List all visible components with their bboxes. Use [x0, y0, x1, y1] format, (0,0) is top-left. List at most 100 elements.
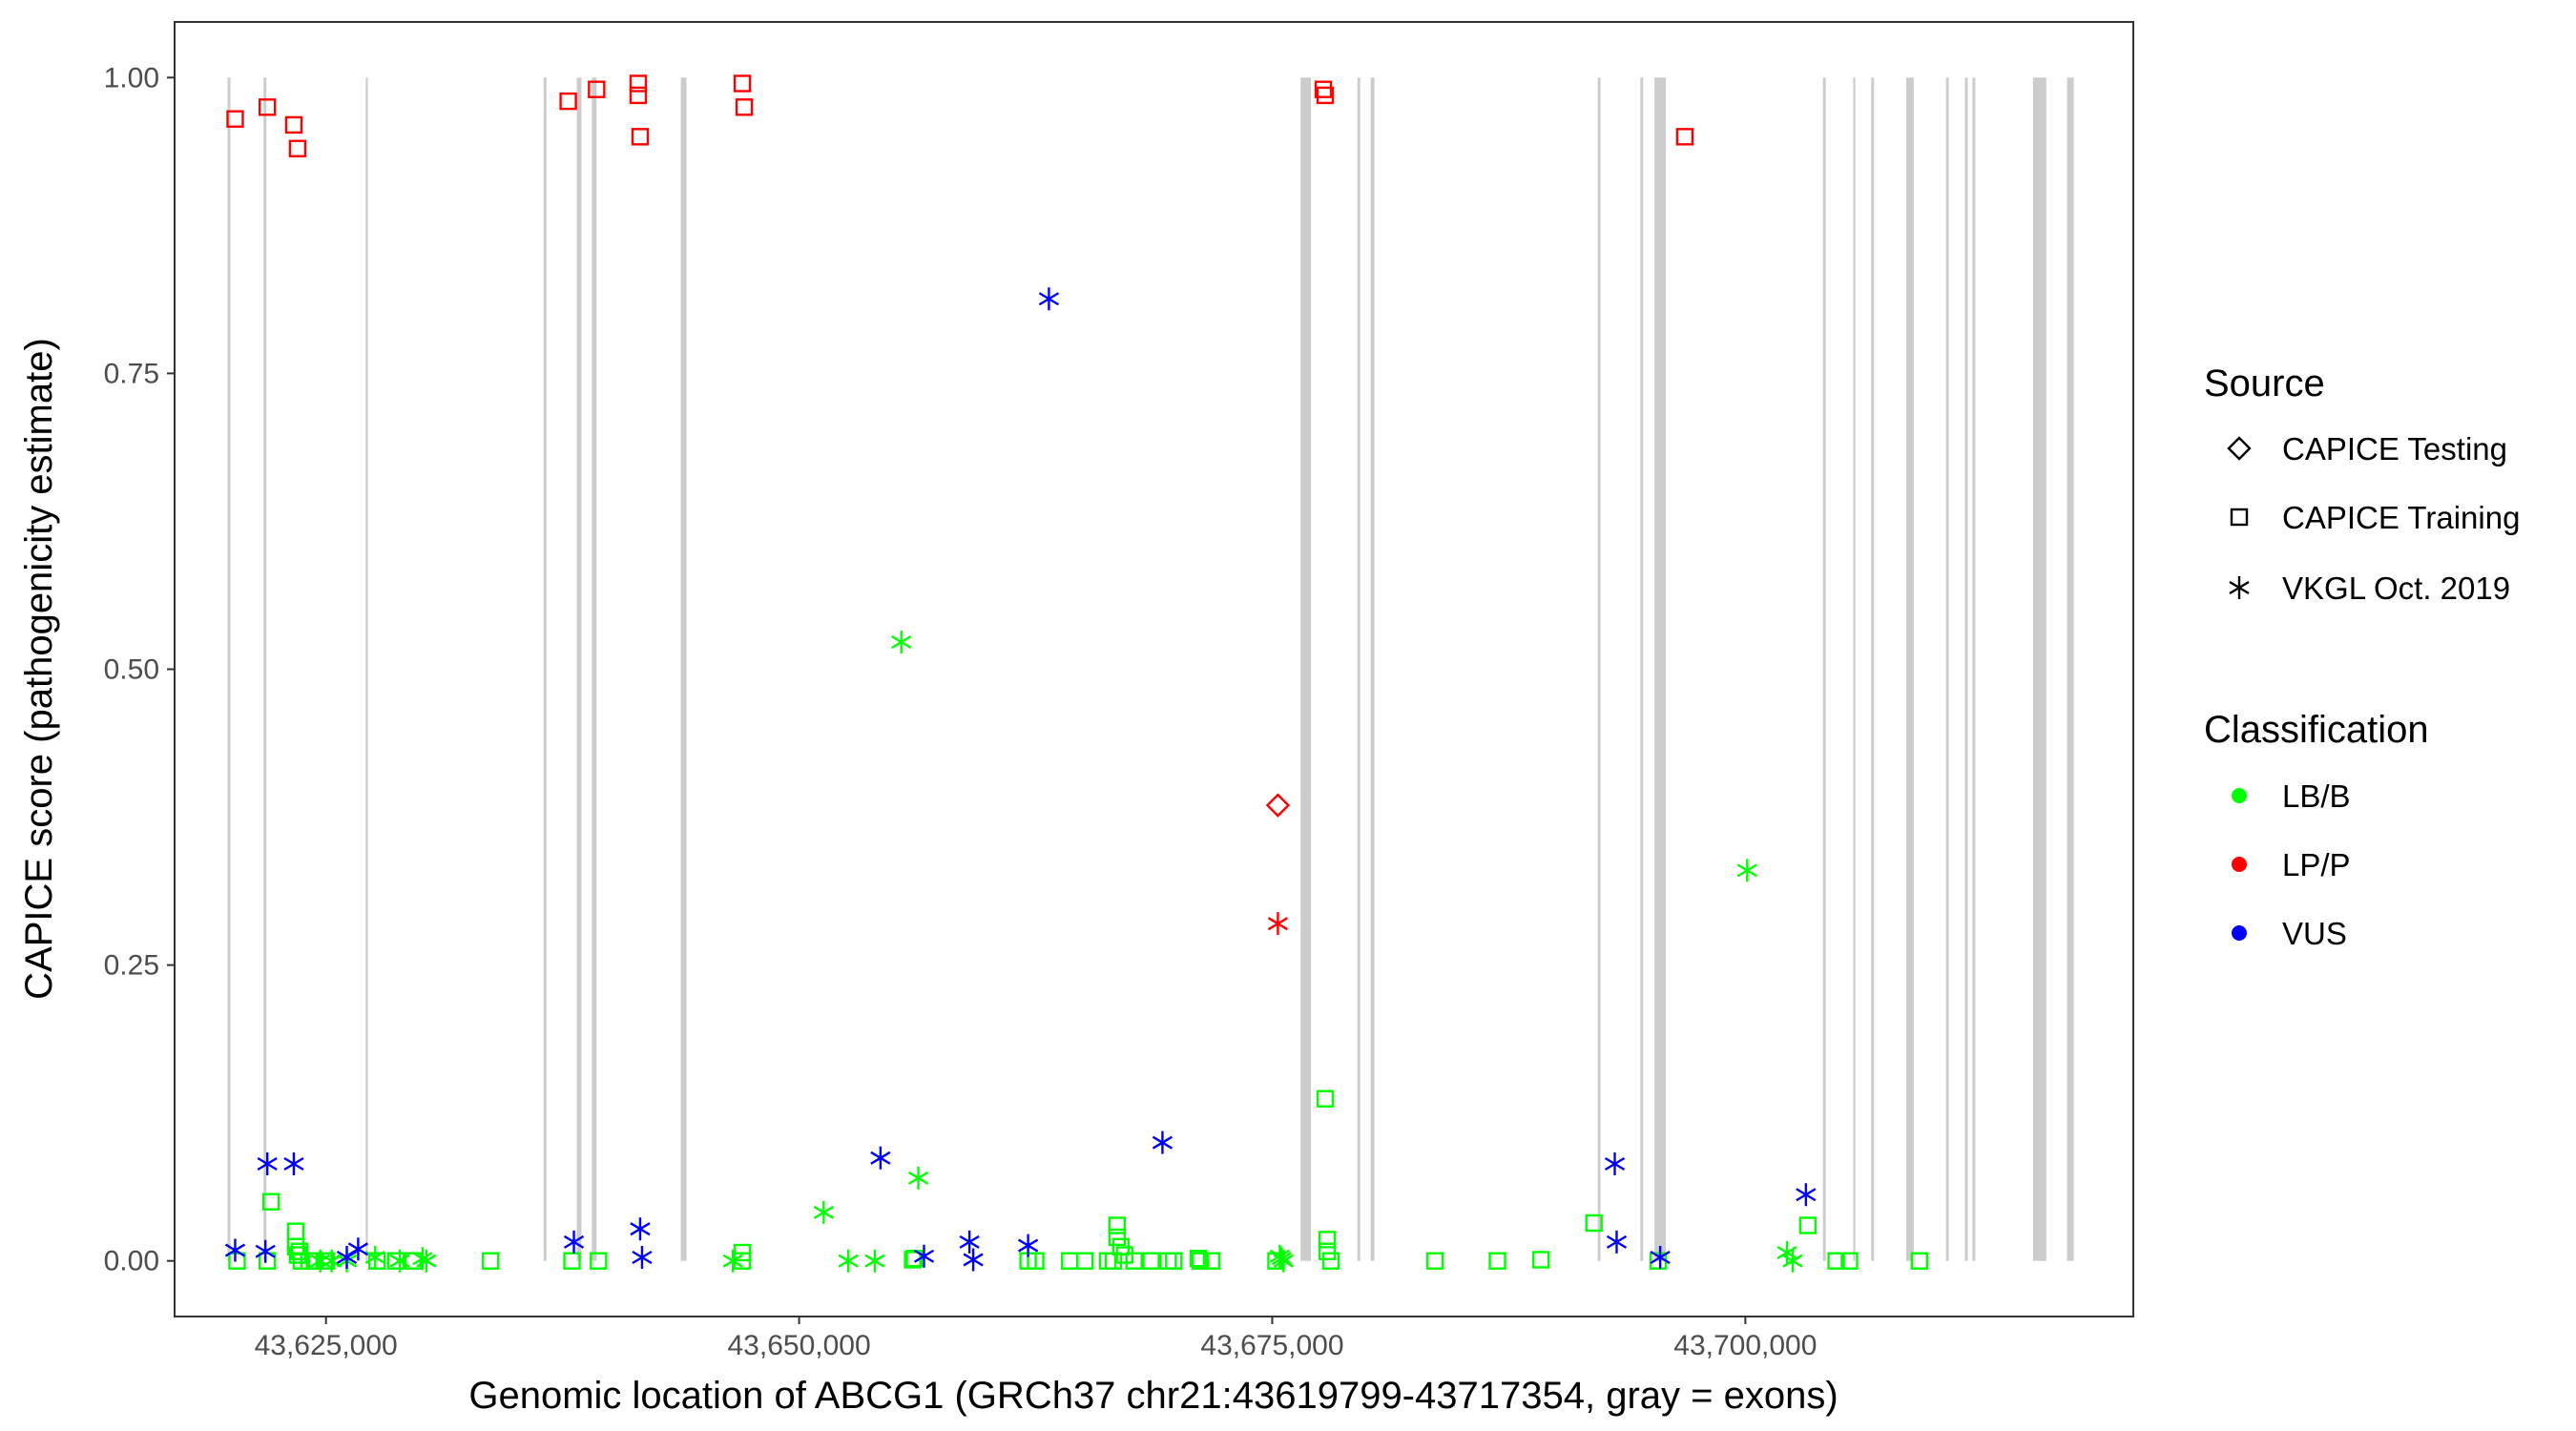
- legend-class-title: Classification: [2204, 709, 2429, 751]
- exon-band: [1597, 77, 1601, 1261]
- y-axis: 0.00 0.25 0.50 0.75 1.00: [104, 62, 175, 1277]
- legend-item-lpp: LP/P: [2232, 847, 2351, 882]
- training-point: [629, 86, 648, 105]
- x-tick-label: 43,675,000: [1200, 1330, 1343, 1361]
- x-axis-title: Genomic location of ABCG1 (GRCh37 chr21:…: [468, 1375, 1838, 1417]
- vkgl-point: [1782, 1249, 1803, 1273]
- legend-item-capice-training: CAPICE Training: [2230, 500, 2520, 535]
- training-point: [1314, 80, 1333, 98]
- training-point: [226, 110, 244, 128]
- exon-band: [1822, 77, 1826, 1261]
- training-point: [1316, 1089, 1335, 1108]
- y-tick-label: 1.00: [104, 62, 159, 93]
- vkgl-point: [722, 1249, 743, 1273]
- training-point: [1585, 1213, 1603, 1233]
- legend-label-capice-training: CAPICE Training: [2282, 500, 2520, 535]
- training-point: [1108, 1228, 1127, 1247]
- exon-band: [1972, 77, 1976, 1261]
- vkgl-point: [838, 1249, 859, 1273]
- training-point: [631, 128, 650, 146]
- vkgl-point: [813, 1200, 834, 1224]
- exon-band: [2032, 77, 2046, 1261]
- vkgl-point: [870, 1146, 891, 1170]
- exon-band: [227, 77, 231, 1261]
- training-point: [1798, 1216, 1818, 1234]
- asterisk-icon: [2229, 576, 2250, 599]
- training-point: [482, 1252, 500, 1270]
- training-point: [629, 74, 648, 93]
- vkgl-point: [632, 1245, 653, 1269]
- data-points: [224, 74, 1929, 1273]
- training-point: [1165, 1252, 1183, 1270]
- training-point: [563, 1252, 581, 1270]
- exon-band: [576, 77, 582, 1261]
- x-tick-label: 43,650,000: [728, 1330, 871, 1361]
- training-point: [588, 80, 606, 98]
- x-axis: 43,625,000 43,650,000 43,675,000 43,700,000: [255, 1317, 1817, 1361]
- vkgl-point: [913, 1244, 935, 1268]
- training-point: [1488, 1252, 1506, 1270]
- vkgl-point: [1650, 1245, 1671, 1269]
- panel-background: [175, 22, 2133, 1317]
- vkgl-point: [389, 1249, 410, 1273]
- exon-band: [1300, 77, 1312, 1261]
- legend: Source CAPICE Testing CAPICE Training VK…: [2204, 363, 2520, 951]
- legend-source-title: Source: [2204, 363, 2325, 404]
- training-point: [1027, 1252, 1045, 1270]
- blue-dot-icon: [2232, 925, 2247, 941]
- training-point: [1910, 1252, 1929, 1270]
- vkgl-point: [283, 1151, 304, 1175]
- exon-band: [543, 77, 547, 1261]
- training-point: [1202, 1252, 1221, 1270]
- training-point: [559, 92, 577, 111]
- vkgl-point: [1604, 1151, 1626, 1175]
- training-point: [1318, 1242, 1337, 1260]
- vkgl-point: [1017, 1234, 1039, 1257]
- training-point: [590, 1252, 608, 1270]
- legend-item-vus: VUS: [2232, 916, 2347, 951]
- vkgl-point: [959, 1230, 980, 1254]
- exon-band: [1853, 77, 1856, 1261]
- training-point: [1191, 1252, 1210, 1270]
- exon-band: [1905, 77, 1914, 1261]
- vkgl-point: [224, 1238, 246, 1262]
- vkgl-point: [563, 1230, 585, 1254]
- training-point: [288, 139, 307, 157]
- training-point: [1318, 1231, 1337, 1249]
- testing-point: [1265, 793, 1291, 818]
- vkgl-point: [907, 1166, 929, 1190]
- exon-band: [1945, 77, 1949, 1261]
- exon-band: [2067, 77, 2074, 1261]
- y-tick-label: 0.25: [104, 950, 159, 982]
- legend-item-vkgl: VKGL Oct. 2019: [2229, 570, 2510, 606]
- vkgl-point: [891, 630, 912, 653]
- vkgl-point: [364, 1245, 385, 1269]
- training-point: [284, 115, 303, 135]
- x-tick-label: 43,625,000: [255, 1330, 398, 1361]
- diamond-icon: [2227, 436, 2252, 461]
- legend-item-capice-testing: CAPICE Testing: [2227, 431, 2507, 467]
- training-point: [735, 98, 754, 116]
- exon-band: [1654, 77, 1667, 1261]
- exon-band: [365, 77, 368, 1261]
- training-point: [1425, 1252, 1444, 1270]
- exon-band: [1640, 77, 1644, 1261]
- exon-bands: [227, 77, 2074, 1261]
- training-point: [1189, 1250, 1208, 1268]
- vkgl-point: [1606, 1230, 1628, 1254]
- vkgl-point: [963, 1248, 984, 1272]
- vkgl-point: [1267, 912, 1289, 936]
- vkgl-point: [1152, 1130, 1174, 1154]
- legend-label-lpp: LP/P: [2282, 847, 2351, 882]
- training-point: [1316, 86, 1335, 105]
- vkgl-point: [336, 1245, 358, 1269]
- y-tick-label: 0.50: [104, 654, 159, 686]
- training-point: [733, 74, 752, 93]
- training-point: [228, 1252, 246, 1270]
- training-point: [1827, 1252, 1845, 1270]
- training-point: [258, 98, 277, 116]
- training-point: [1142, 1252, 1160, 1270]
- y-tick-label: 0.00: [104, 1246, 159, 1277]
- training-point: [1675, 128, 1694, 146]
